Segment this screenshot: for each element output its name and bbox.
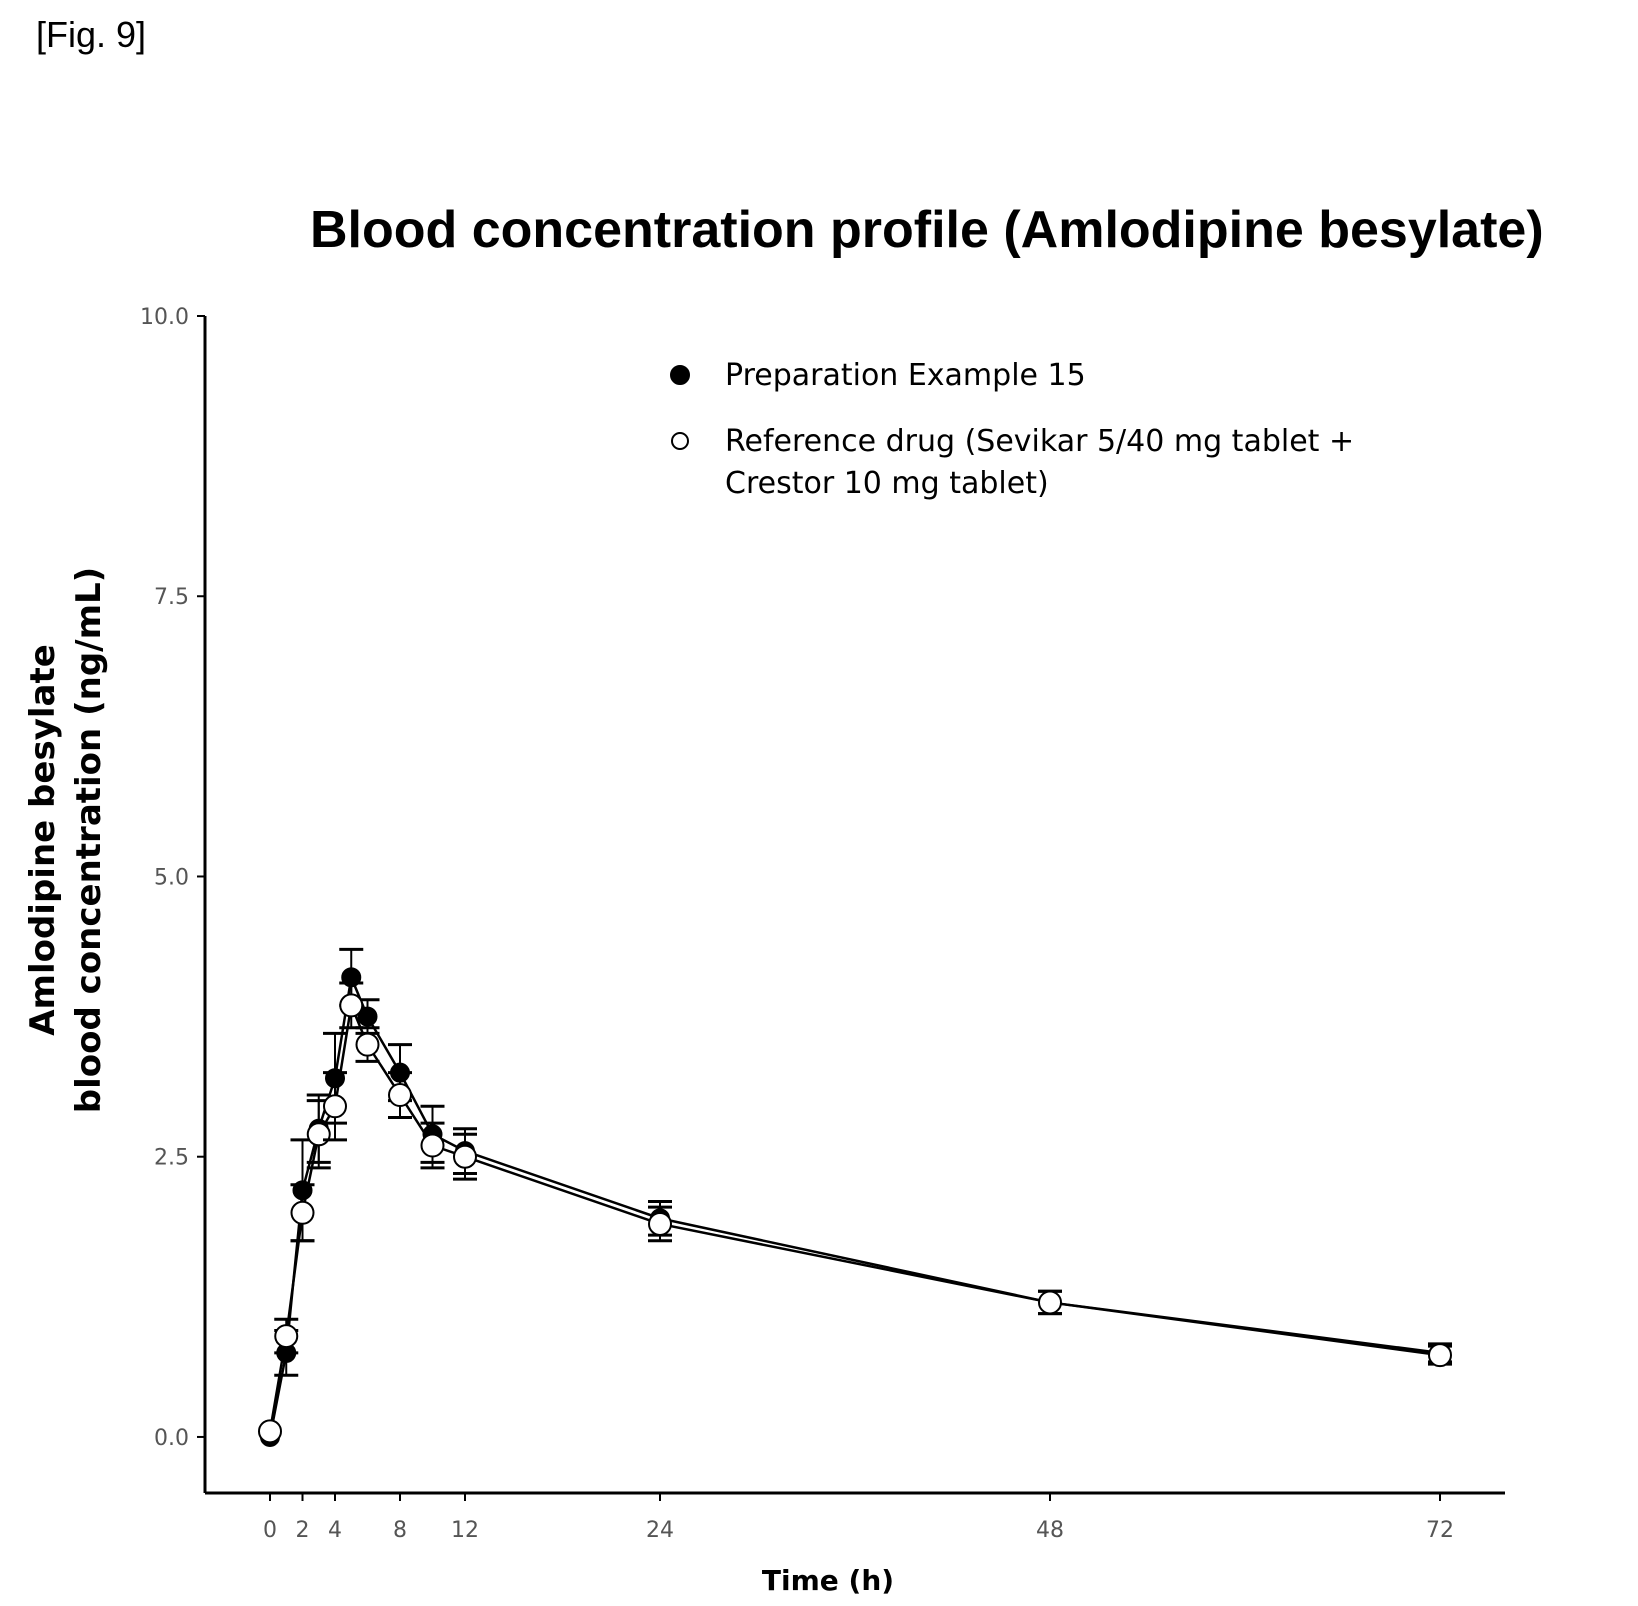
axes: 0.02.55.07.510.00 2 4 8 12 24 48 72 [140,305,1505,1543]
data-point [388,1083,412,1108]
y-tick-label: 7.5 [154,585,189,610]
y-axis-label-line2: blood concentration (ng/mL) [69,567,109,1113]
y-tick-label: 0.0 [154,1426,189,1451]
y-axis-label-line1: Amlodipine besylate [23,644,63,1036]
legend-marker-2 [671,432,689,450]
data-point [258,1419,282,1444]
data-point [306,1122,331,1147]
x-tick-label: 12 [451,1518,479,1543]
data-point [355,1032,380,1057]
data-point [648,1211,672,1236]
x-tick-label: 4 [328,1518,342,1543]
y-tick-label: 2.5 [154,1146,189,1171]
legend-label-2: Reference drug (Sevikar 5/40 mg tablet + [725,424,1354,459]
data-point [290,1200,315,1225]
legend-label-2: Crestor 10 mg tablet) [725,466,1049,501]
data-point [339,993,364,1018]
data-point [274,1324,299,1349]
data-point [1428,1343,1452,1368]
chart-title: Blood concentration profile (Amlodipine … [310,201,1544,259]
x-tick-label: 48 [1036,1518,1064,1543]
legend-marker-1 [670,365,690,385]
x-tick-label: 0 [263,1518,277,1543]
y-tick-label: 5.0 [154,865,189,890]
data-point [357,1006,378,1027]
series-line [268,1000,1441,1432]
series-line [268,972,1441,1438]
series-1 [260,947,1452,1447]
figure-label: [Fig. 9] [36,14,147,55]
data-point [1038,1290,1062,1315]
data-point [420,1133,445,1158]
legend: Preparation Example 15 Reference drug (Se… [670,358,1354,501]
series-layer [258,947,1452,1447]
data-point [323,1094,347,1119]
series-2 [258,981,1452,1444]
x-tick-label: 2 [296,1518,310,1543]
data-point [453,1144,477,1169]
x-axis-label: Time (h) [762,1564,894,1597]
x-tick-label: 8 [393,1518,407,1543]
x-tick-label: 24 [646,1518,674,1543]
y-tick-label: 10.0 [140,305,189,330]
x-tick-label: 72 [1426,1518,1454,1543]
legend-label-1: Preparation Example 15 [725,358,1086,393]
